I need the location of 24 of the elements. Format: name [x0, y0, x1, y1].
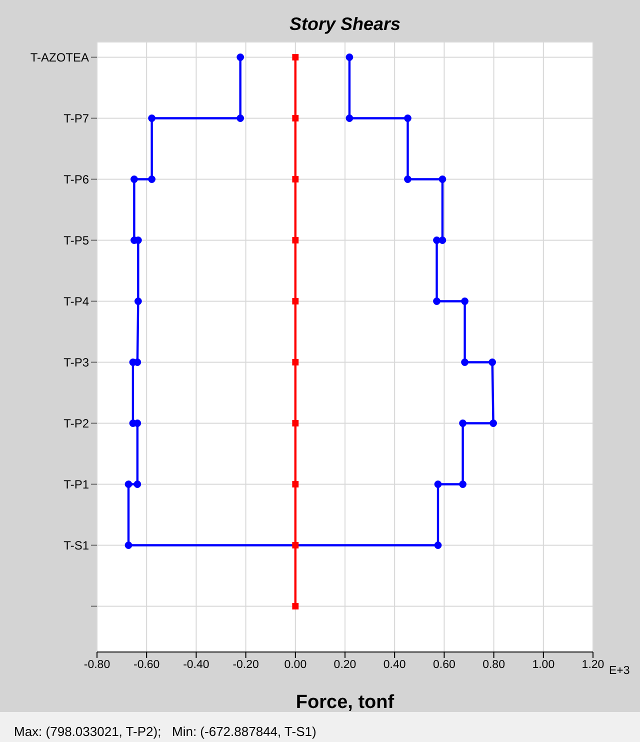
- y-tick-label: T-P1: [64, 478, 90, 492]
- x-tick-label: 0.20: [334, 659, 356, 672]
- x-tick-label: 0.00: [284, 659, 307, 672]
- y-tick-label: T-P5: [64, 234, 90, 248]
- x-tick-label: 0.80: [482, 659, 505, 672]
- x-axis-title: Force, tonf: [296, 692, 395, 713]
- y-tick-label: T-P6: [64, 172, 90, 187]
- x-tick-label: 0.60: [433, 659, 456, 672]
- y-tick-label: T-AZOTEA: [30, 50, 89, 65]
- x-tick-label: -0.80: [84, 659, 110, 672]
- x-tick-label: -0.60: [133, 659, 160, 672]
- x-tick-label: 0.40: [383, 659, 406, 672]
- y-tick-label: T-P3: [64, 356, 90, 370]
- y-tick-label: T-S1: [64, 538, 90, 553]
- x-tick-label: 1.00: [532, 659, 555, 672]
- x-tick-label: -0.40: [183, 659, 210, 672]
- x-tick-label: -0.20: [232, 659, 259, 672]
- text: Max: (798.033021, T-P2); Min: (-672.887844, T-S1): [14, 724, 316, 739]
- chart-title: Story Shears: [289, 14, 401, 34]
- text: E+3: [609, 665, 630, 677]
- y-tick-label: T-P2: [64, 416, 90, 431]
- x-tick-label: 1.20: [582, 659, 604, 672]
- y-tick-label: T-P7: [64, 112, 90, 126]
- y-tick-label: T-P4: [64, 294, 90, 309]
